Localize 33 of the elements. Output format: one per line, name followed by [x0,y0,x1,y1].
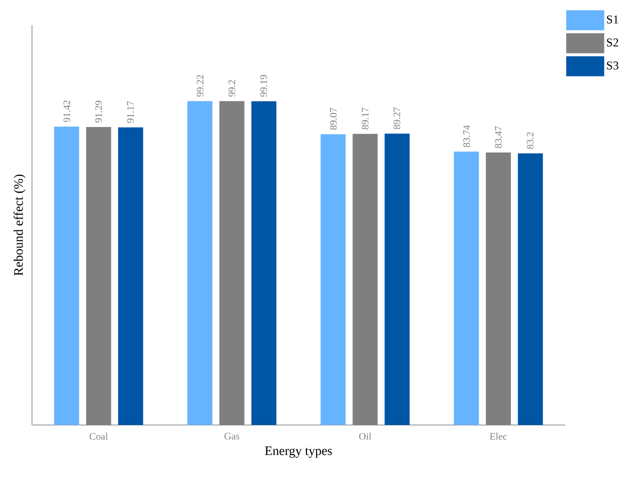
data-label: 89.17 [362,108,369,130]
bar [54,126,80,425]
bar [187,101,212,425]
legend-label: S1 [606,15,618,24]
data-label: 83.47 [494,126,502,148]
bar [86,127,112,425]
x-axis-title: Energy types [265,446,332,458]
data-label: 89.27 [394,107,400,130]
data-label: 91.17 [127,101,134,123]
data-label: 91.42 [64,100,70,122]
bar [352,134,378,425]
bar [118,127,144,425]
y-axis-title: Rebound effect (%) [14,174,26,276]
data-label: 83.74 [463,125,470,148]
data-label: 99.19 [260,75,268,97]
data-label: 89.07 [330,108,337,130]
bar [320,134,346,425]
bar [251,101,276,425]
bar [219,101,244,425]
bar [518,153,543,425]
legend-label: S3 [606,61,618,70]
bar [454,152,479,425]
legend-label: S2 [606,38,618,47]
x-tick-label: Coal [90,432,108,440]
data-label: 99.22 [196,75,204,97]
bar [486,152,511,425]
data-label: 83.2 [526,132,534,149]
x-tick-label: Elec [490,432,507,440]
data-label: 91.29 [95,100,102,122]
data-label: 99.2 [228,80,236,97]
x-tick-label: Gas [224,432,240,440]
bar [384,134,410,425]
x-tick-label: Oil [359,432,372,440]
